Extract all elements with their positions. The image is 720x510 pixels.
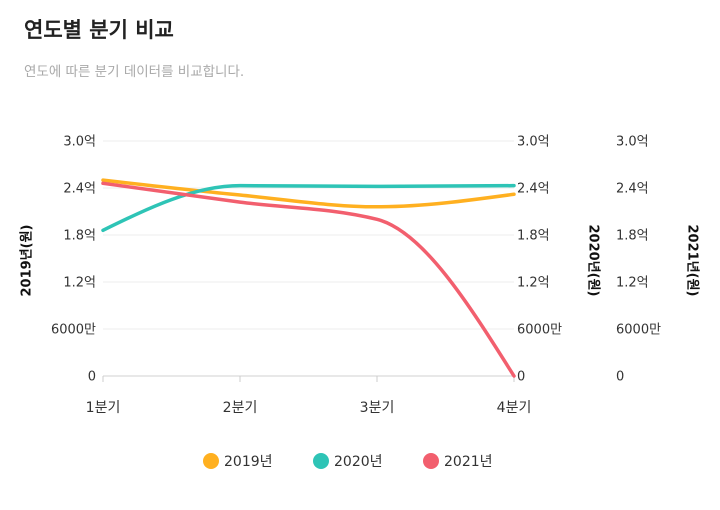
series-line-2021년 [101, 181, 516, 378]
series-line-2019년 [101, 178, 516, 209]
y-axis-title-y1: 2019년(원) [20, 225, 35, 297]
y-tick-label-y2: 6000만 [517, 323, 562, 338]
series-line-2020년 [101, 183, 516, 233]
x-tick-label: 2분기 [223, 400, 258, 416]
y-tick-label-y2: 0 [517, 370, 525, 385]
legend-label-2020년: 2020년 [334, 454, 383, 470]
y-tick-label-y1: 6000만 [51, 323, 96, 338]
y-tick-label-y1: 2.4억 [63, 182, 96, 197]
chart-title: 연도별 분기 비교 [24, 18, 174, 42]
y-tick-label-y1: 1.8억 [63, 229, 96, 244]
y-tick-label-y3: 2.4억 [616, 182, 649, 197]
y-tick-label-y3: 0 [616, 370, 624, 385]
y-axis-title-y2: 2020년(원) [586, 225, 601, 297]
y-tick-label-y1: 0 [88, 370, 96, 385]
legend-marker-2020년 [313, 453, 329, 469]
y-tick-label-y1: 3.0억 [63, 135, 96, 150]
y-tick-label-y2: 3.0억 [517, 135, 550, 150]
legend-marker-2021년 [423, 453, 439, 469]
y-tick-label-y3: 3.0억 [616, 135, 649, 150]
legend-label-2019년: 2019년 [224, 454, 273, 470]
legend-label-2021년: 2021년 [444, 454, 493, 470]
y-tick-label-y1: 1.2억 [63, 276, 96, 291]
y-tick-label-y3: 1.2억 [616, 276, 649, 291]
y-tick-label-y2: 1.2억 [517, 276, 550, 291]
y-tick-label-y3: 1.8억 [616, 229, 649, 244]
y-axis-title-y3: 2021년(원) [685, 225, 700, 297]
chart-subtitle: 연도에 따른 분기 데이터를 비교합니다. [24, 64, 245, 80]
y-tick-label-y3: 6000만 [616, 323, 661, 338]
y-tick-label-y2: 2.4억 [517, 182, 550, 197]
x-tick-label: 1분기 [86, 400, 121, 416]
x-tick-label: 3분기 [360, 400, 395, 416]
y-tick-label-y2: 1.8억 [517, 229, 550, 244]
x-tick-label: 4분기 [497, 400, 532, 416]
legend-marker-2019년 [203, 453, 219, 469]
